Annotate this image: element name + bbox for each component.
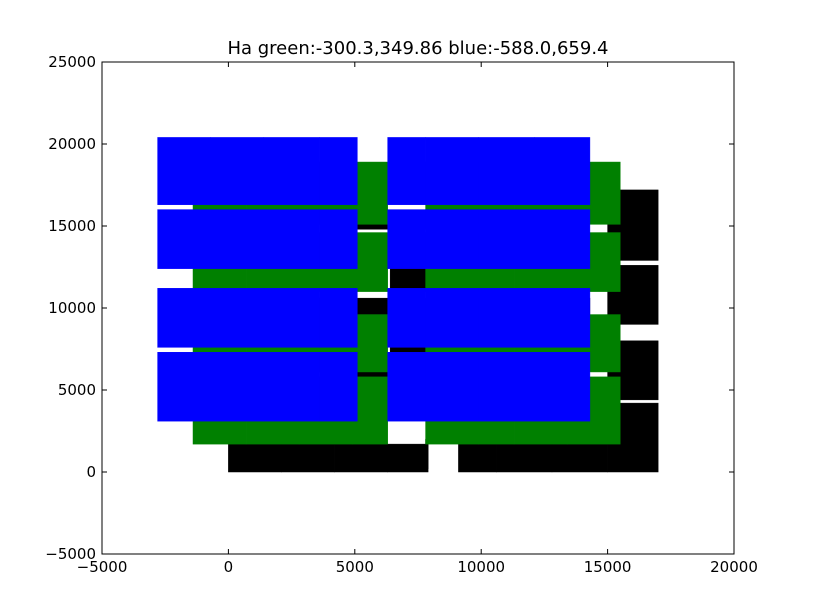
series-2-rect-4	[387, 352, 426, 422]
series-2-rect-22	[478, 209, 535, 269]
series-2-rect-31	[534, 137, 591, 205]
series-1-rect-19	[352, 232, 388, 292]
series-2-rect-29	[425, 137, 479, 205]
series-2-rect-18	[263, 209, 320, 269]
series-2-rect-8	[157, 288, 211, 348]
series-2-rect-25	[210, 137, 265, 205]
series-1-rect-3	[352, 376, 388, 445]
series-2-rect-10	[263, 288, 320, 348]
series-0-rect-2	[334, 443, 388, 473]
x-tick-label: −5000	[77, 558, 128, 576]
series-2-rect-30	[478, 137, 535, 205]
series-2-rect-1	[210, 352, 265, 422]
series-2-rect-6	[478, 352, 535, 422]
chart-marks	[157, 137, 659, 473]
series-2-rect-20	[387, 209, 426, 269]
series-2-rect-27	[319, 137, 358, 205]
y-tick-label: 20000	[48, 135, 96, 153]
series-1-rect-27	[352, 161, 388, 225]
chart-title: Ha green:-300.3,349.86 blue:-588.0,659.4	[227, 38, 608, 59]
y-tick-label: 25000	[48, 53, 96, 71]
series-0-rect-6	[551, 443, 608, 473]
y-tick-label: 10000	[48, 299, 96, 317]
series-0-rect-12	[357, 297, 388, 315]
series-2-rect-11	[319, 288, 358, 348]
series-2-rect-0	[157, 352, 211, 422]
series-2-rect-16	[157, 209, 211, 269]
y-tick-label: 15000	[48, 217, 96, 235]
series-2-rect-26	[263, 137, 320, 205]
series-2-rect-12	[387, 288, 426, 348]
series-2-rect-21	[425, 209, 479, 269]
series-2-rect-5	[425, 352, 479, 422]
series-2-rect-9	[210, 288, 265, 348]
series-1-rect-11	[352, 314, 388, 373]
series-2-rect-28	[387, 137, 426, 205]
series-2-rect-24	[157, 137, 211, 205]
series-2-rect-19	[319, 209, 358, 269]
x-tick-label: 0	[224, 558, 234, 576]
y-tick-label: 0	[86, 463, 96, 481]
series-0-rect-0	[228, 443, 282, 473]
series-2-rect-14	[478, 288, 535, 348]
x-tick-label: 15000	[584, 558, 632, 576]
series-2-rect-2	[263, 352, 320, 422]
series-2-rect-23	[534, 209, 591, 269]
x-tick-label: 20000	[710, 558, 758, 576]
x-tick-label: 5000	[336, 558, 374, 576]
y-tick-label: −5000	[45, 545, 96, 563]
series-2-rect-7	[534, 352, 591, 422]
series-0-rect-4	[458, 443, 497, 473]
series-0-rect-3	[387, 443, 429, 473]
y-tick-label: 5000	[58, 381, 96, 399]
x-tick-label: 10000	[457, 558, 505, 576]
series-0-rect-5	[496, 443, 553, 473]
series-0-rect-1	[281, 443, 335, 473]
series-0-rect-19	[357, 371, 388, 378]
axis-ticks: −5000 0 5000 10000 15000 20000 −5000 0 5000 10000…	[45, 53, 758, 576]
series-2-rect-3	[319, 352, 358, 422]
series-2-rect-13	[425, 288, 479, 348]
series-2-rect-15	[534, 288, 591, 348]
series-2-rect-17	[210, 209, 265, 269]
